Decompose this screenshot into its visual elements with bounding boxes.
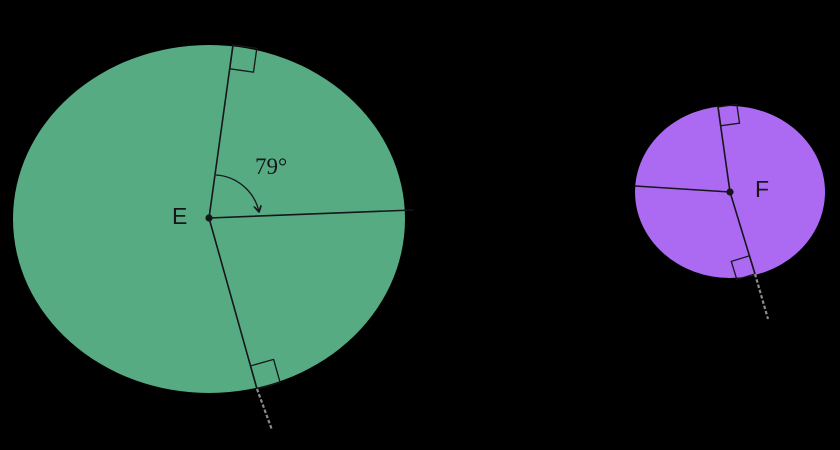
- svg-text:E: E: [172, 203, 187, 229]
- svg-text:F: F: [755, 176, 769, 202]
- svg-text:79°: 79°: [255, 154, 287, 179]
